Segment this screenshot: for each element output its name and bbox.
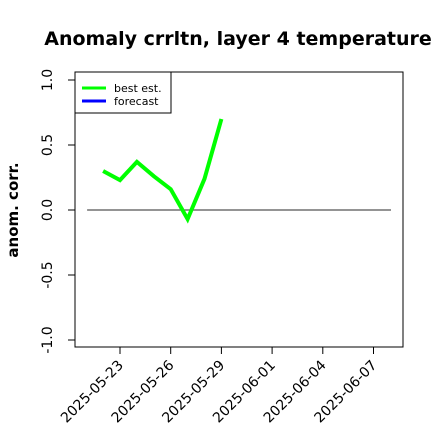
y-axis: -1.0 -0.5 0.0 0.5 1.0: [40, 69, 75, 354]
legend-box: [74, 71, 172, 114]
series-layer: [102, 118, 224, 224]
y-tick-label: -1.0: [40, 326, 56, 353]
y-tick-label: 0.5: [40, 134, 56, 156]
series-line-0: [102, 118, 224, 224]
legend: best est.forecast: [74, 71, 172, 114]
y-tick-label: 0.0: [40, 199, 56, 221]
legend-label-1: forecast: [114, 95, 159, 108]
y-axis-label: anom. corr.: [4, 162, 22, 257]
y-tick-label: -0.5: [40, 261, 56, 288]
y-tick-label: 1.0: [40, 69, 56, 91]
chart-title: Anomaly crrltn, layer 4 temperature: [44, 28, 432, 50]
legend-label-0: best est.: [114, 82, 162, 95]
x-axis: 2025-05-232025-05-262025-05-292025-06-01…: [58, 347, 380, 426]
